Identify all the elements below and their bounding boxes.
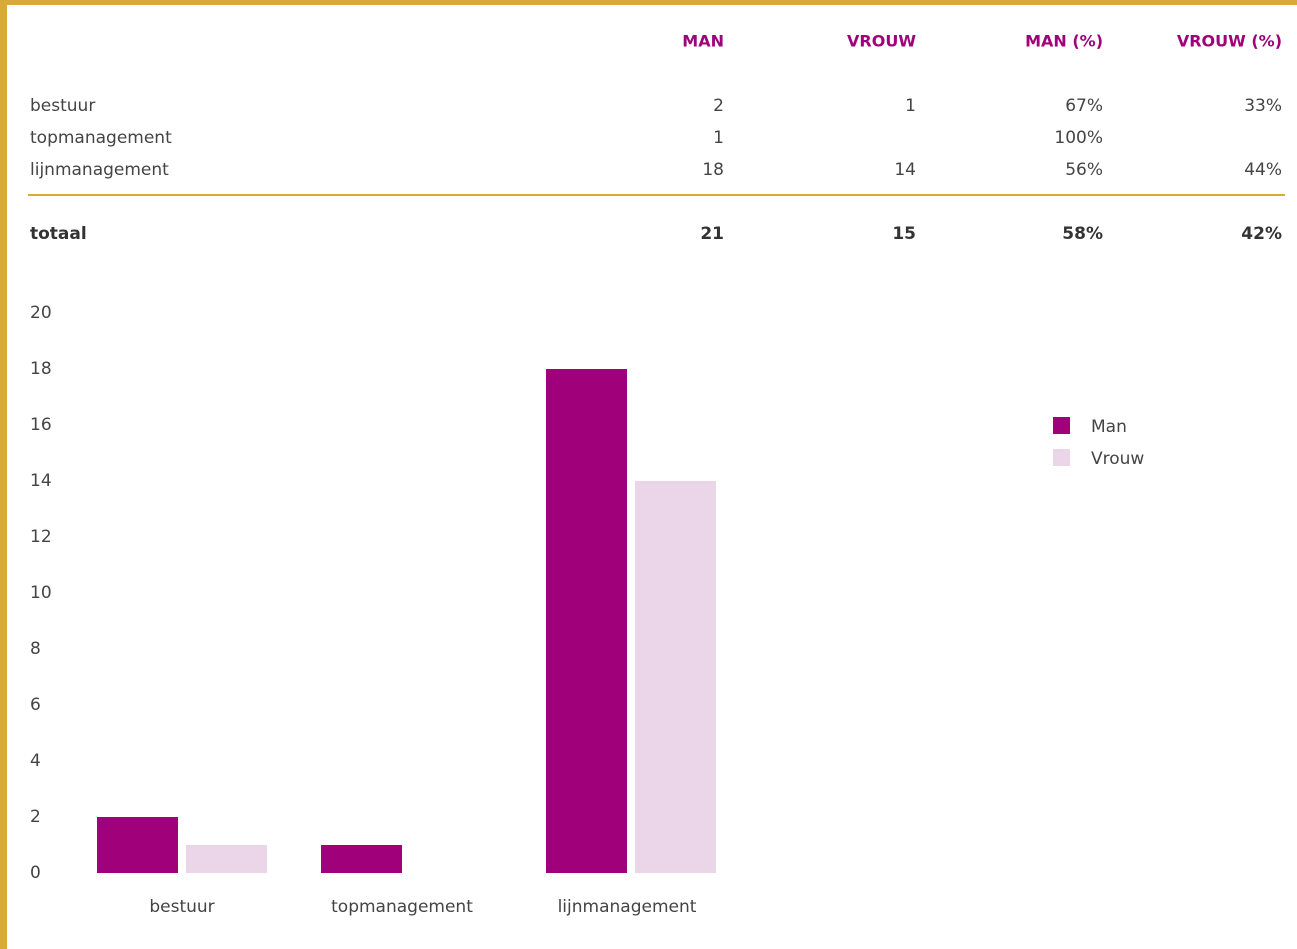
bar bbox=[546, 369, 627, 873]
row-label: bestuur bbox=[30, 96, 95, 116]
table-cell: 15 bbox=[892, 224, 916, 244]
table-cell: 1 bbox=[905, 96, 916, 116]
x-tick-label: topmanagement bbox=[331, 897, 473, 917]
table-cell: 100% bbox=[1054, 128, 1103, 148]
table-cell: 33% bbox=[1244, 96, 1282, 116]
row-label: totaal bbox=[30, 224, 87, 244]
legend-label: Vrouw bbox=[1091, 449, 1144, 469]
y-tick-label: 12 bbox=[30, 527, 52, 547]
column-header: VROUW (%) bbox=[1177, 32, 1282, 51]
y-tick-label: 14 bbox=[30, 471, 52, 491]
x-tick-label: bestuur bbox=[149, 897, 214, 917]
table-cell: 58% bbox=[1062, 224, 1103, 244]
y-tick-label: 16 bbox=[30, 415, 52, 435]
table-cell: 42% bbox=[1241, 224, 1282, 244]
legend-swatch bbox=[1053, 417, 1070, 434]
table-cell: 18 bbox=[702, 160, 724, 180]
x-tick-label: lijnmanagement bbox=[558, 897, 697, 917]
bar bbox=[186, 845, 267, 873]
table-cell: 56% bbox=[1065, 160, 1103, 180]
left-border bbox=[0, 0, 7, 949]
y-tick-label: 10 bbox=[30, 583, 52, 603]
bar bbox=[635, 481, 716, 873]
y-tick-label: 8 bbox=[30, 639, 41, 659]
bar bbox=[321, 845, 402, 873]
column-header: MAN bbox=[682, 32, 724, 51]
column-header: MAN (%) bbox=[1025, 32, 1103, 51]
y-tick-label: 18 bbox=[30, 359, 52, 379]
table-cell: 14 bbox=[894, 160, 916, 180]
y-tick-label: 0 bbox=[30, 863, 41, 883]
y-tick-label: 20 bbox=[30, 303, 52, 323]
bar bbox=[97, 817, 178, 873]
legend-label: Man bbox=[1091, 417, 1127, 437]
column-header: VROUW bbox=[847, 32, 916, 51]
table-cell: 21 bbox=[700, 224, 724, 244]
y-tick-label: 4 bbox=[30, 751, 41, 771]
table-cell: 67% bbox=[1065, 96, 1103, 116]
y-tick-label: 2 bbox=[30, 807, 41, 827]
table-cell: 1 bbox=[713, 128, 724, 148]
top-border bbox=[0, 0, 1297, 5]
legend-swatch bbox=[1053, 449, 1070, 466]
row-label: topmanagement bbox=[30, 128, 172, 148]
row-label: lijnmanagement bbox=[30, 160, 169, 180]
table-cell: 44% bbox=[1244, 160, 1282, 180]
y-tick-label: 6 bbox=[30, 695, 41, 715]
table-cell: 2 bbox=[713, 96, 724, 116]
